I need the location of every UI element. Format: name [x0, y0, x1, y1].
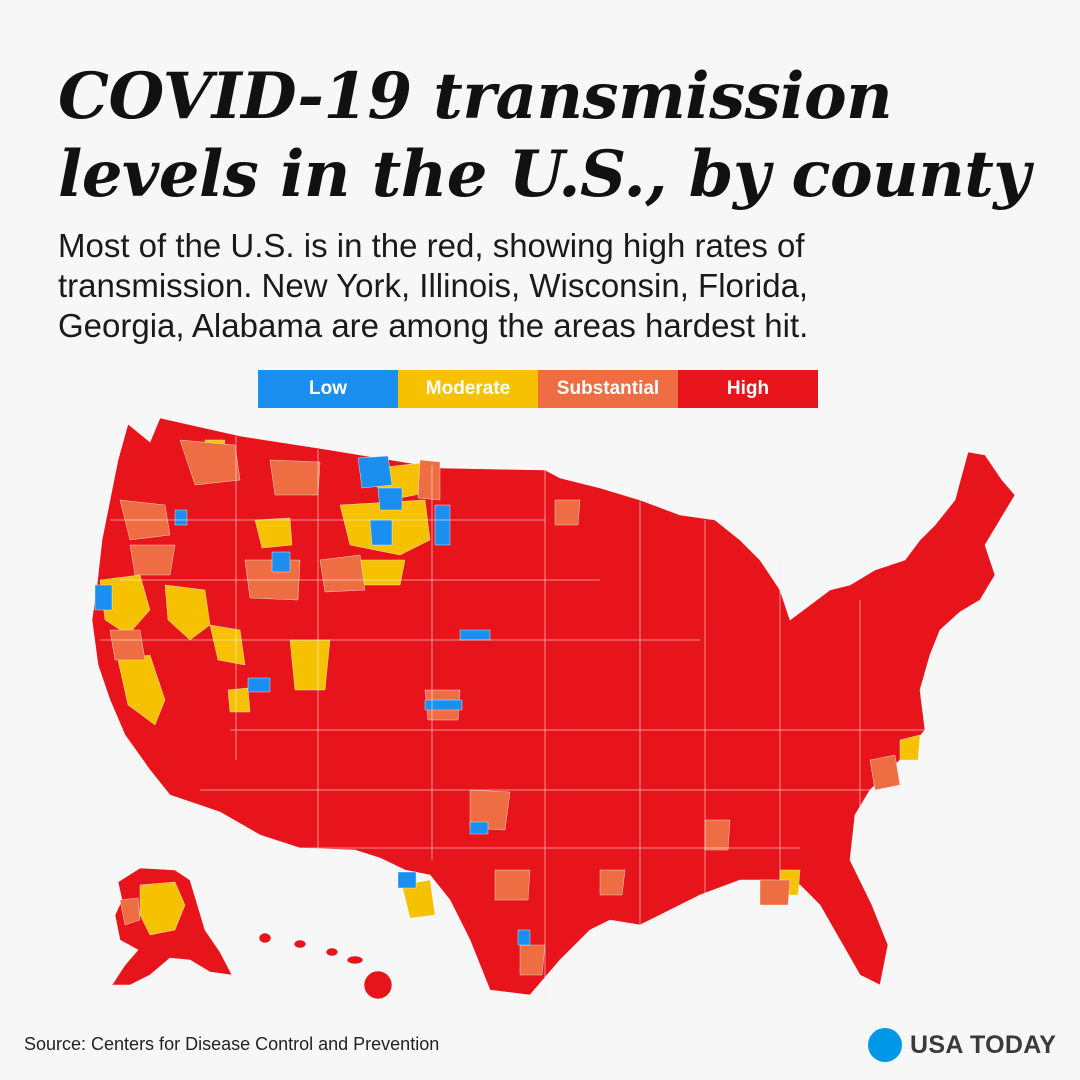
county-substantial [869, 754, 901, 791]
county-substantial [179, 439, 241, 486]
county-substantial [704, 819, 731, 851]
county-low [369, 519, 393, 546]
description-line-1: Most of the U.S. is in the red, showing … [58, 227, 805, 264]
legend: Low Moderate Substantial High [258, 370, 818, 408]
county-substantial [319, 554, 366, 593]
alaska-substantial [119, 897, 141, 926]
legend-substantial: Substantial [538, 370, 678, 408]
county-moderate [899, 734, 921, 761]
us-county-map [91, 417, 1016, 1000]
description: Most of the U.S. is in the red, showing … [58, 226, 1038, 346]
alaska-moderate [139, 881, 186, 936]
county-substantial [109, 629, 146, 661]
headline: COVID-19 transmission levels in the U.S.… [58, 58, 1048, 214]
county-low [357, 455, 393, 489]
legend-high: High [678, 370, 818, 408]
headline-line-2: levels in the U.S., by county [58, 137, 1030, 212]
county-moderate [227, 687, 251, 713]
brand-name: USA TODAY [910, 1030, 1057, 1059]
county-low [377, 487, 403, 511]
description-line-3: Georgia, Alabama are among the areas har… [58, 307, 809, 344]
county-moderate [401, 879, 436, 919]
description-line-2: transmission. New York, Illinois, Wiscon… [58, 267, 809, 304]
county-substantial [269, 459, 321, 496]
county-substantial [554, 499, 581, 526]
county-low [174, 509, 188, 526]
county-substantial [519, 944, 546, 976]
county-substantial [759, 879, 791, 906]
county-low [459, 629, 491, 641]
legend-moderate: Moderate [398, 370, 538, 408]
county-moderate [99, 574, 151, 636]
source-note: Source: Centers for Disease Control and … [24, 1034, 440, 1054]
county-moderate [289, 639, 331, 691]
county-low [247, 677, 271, 693]
county-moderate [117, 654, 166, 726]
county-low [94, 584, 113, 611]
state-borders [100, 436, 930, 1000]
county-moderate [254, 517, 293, 549]
county-substantial [494, 869, 531, 901]
usa-today-circle-icon [868, 1028, 902, 1062]
headline-line-1: COVID-19 transmission [58, 59, 893, 134]
county-low [397, 871, 417, 889]
county-low [434, 504, 451, 546]
county-substantial [417, 459, 441, 501]
hawaii-shape [258, 932, 393, 1000]
county-low [424, 699, 463, 711]
county-substantial [469, 789, 511, 831]
county-low [271, 551, 291, 573]
county-substantial [129, 544, 176, 576]
county-moderate [164, 584, 211, 641]
county-low [469, 821, 489, 835]
county-substantial [599, 869, 626, 896]
brand-logo: USA TODAY [868, 1028, 1056, 1062]
county-low [517, 929, 531, 946]
legend-low: Low [258, 370, 398, 408]
